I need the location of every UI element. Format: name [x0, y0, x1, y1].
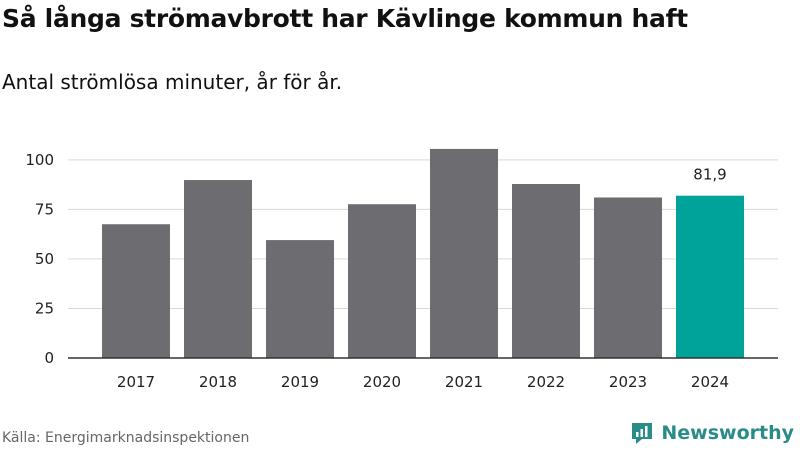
x-tick-label: 2024 — [691, 373, 729, 391]
bar-2020 — [348, 204, 416, 358]
y-tick-label: 25 — [35, 299, 54, 317]
bar-2022 — [512, 183, 580, 358]
x-tick-label: 2020 — [363, 373, 401, 391]
bar-2019 — [266, 240, 334, 358]
gridlines — [68, 159, 778, 309]
x-tick-label: 2023 — [609, 373, 647, 391]
bar-2021 — [430, 148, 498, 358]
data-labels: 81,9 — [693, 166, 726, 184]
source-note: Källa: Energimarknadsinspektionen — [2, 430, 250, 446]
y-tick-label: 75 — [35, 200, 54, 218]
y-tick-label: 0 — [44, 349, 54, 367]
x-tick-labels: 2017 2018 2019 2020 2021 2022 2023 2024 — [117, 373, 729, 391]
y-tick-label: 50 — [35, 250, 54, 268]
x-tick-label: 2021 — [445, 373, 483, 391]
newsworthy-logo-icon — [632, 423, 653, 444]
x-tick-label: 2017 — [117, 373, 155, 391]
x-tick-label: 2019 — [281, 373, 319, 391]
y-tick-labels: 0 25 50 75 100 — [25, 151, 54, 367]
bar-2024 — [676, 195, 744, 358]
brand-logo[interactable]: Newsworthy — [629, 420, 794, 446]
chart-title: Så långa strömavbrott har Kävlinge kommu… — [2, 4, 688, 33]
y-tick-label: 100 — [25, 151, 54, 169]
bars — [102, 148, 744, 358]
x-tick-label: 2018 — [199, 373, 237, 391]
chart-subtitle: Antal strömlösa minuter, år för år. — [2, 70, 343, 94]
data-label: 81,9 — [693, 166, 726, 184]
bar-2023 — [594, 197, 662, 358]
x-tick-label: 2022 — [527, 373, 565, 391]
brand-name: Newsworthy — [661, 422, 794, 444]
bar-2017 — [102, 224, 170, 358]
bar-2018 — [184, 180, 252, 358]
